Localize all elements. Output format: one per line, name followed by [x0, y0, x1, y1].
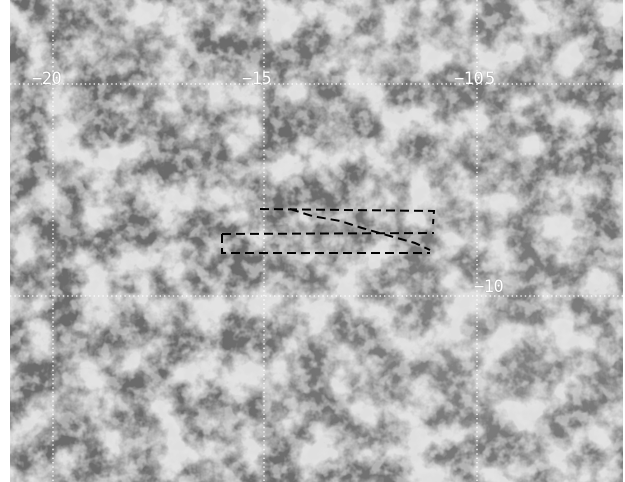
track-leg-middle: [221, 232, 435, 235]
track-leg-diagonal: [289, 208, 431, 251]
lat-label-10s: −10: [474, 277, 504, 297]
graticule: [10, 0, 623, 482]
lon-label-20w: −20: [32, 69, 62, 89]
track-leg-top: [259, 208, 436, 225]
lon-label-15w: −15: [242, 69, 272, 89]
flight-track: [221, 208, 436, 254]
lon-label-5: 5: [485, 69, 495, 89]
cloud-detail: [10, 0, 623, 482]
lon-label-10w: −10: [454, 69, 484, 89]
track-leg-bottom: [221, 234, 430, 254]
imagery-canvas: [10, 0, 623, 482]
satellite-image: −20 −15 −10 5 −10: [10, 0, 623, 482]
